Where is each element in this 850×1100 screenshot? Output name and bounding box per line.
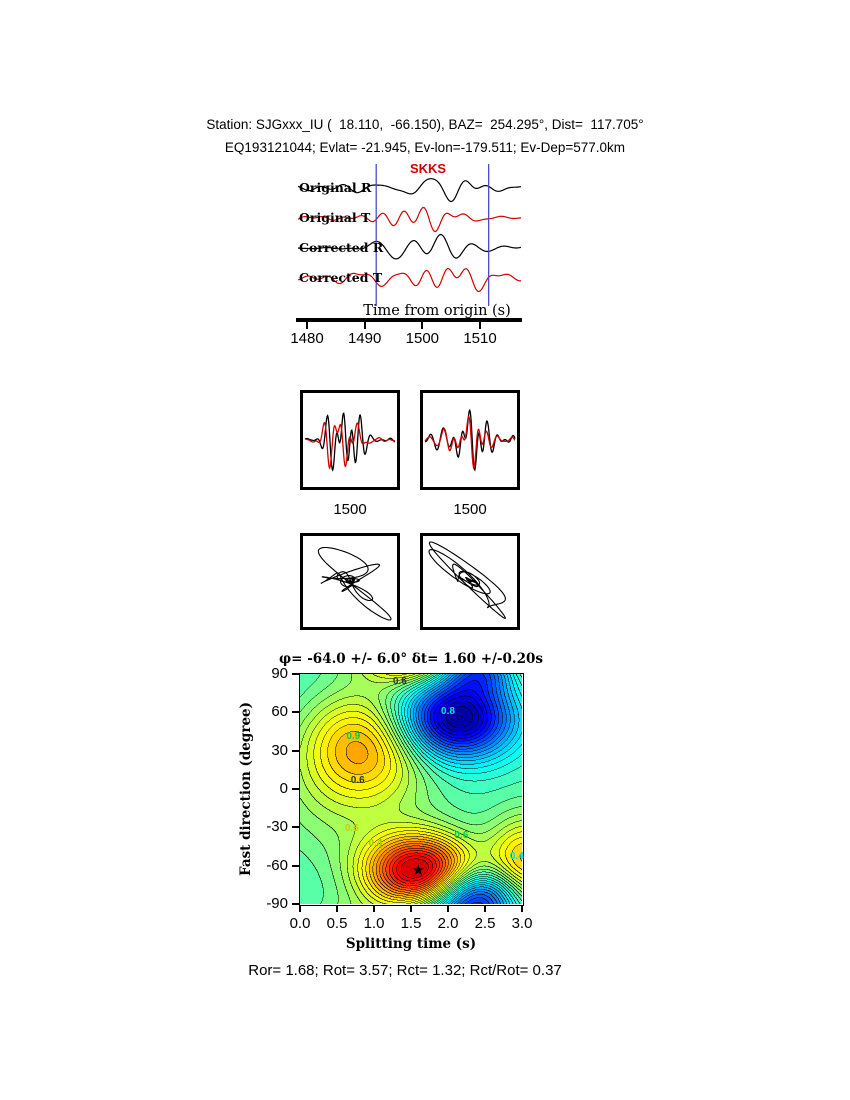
contour-level-label: 0.4 xyxy=(368,837,383,849)
particle-motion-svg-left xyxy=(317,546,392,621)
waveform-pair-svg-right xyxy=(424,408,516,472)
time-axis-tick xyxy=(421,322,424,329)
splitting-time-tick xyxy=(336,905,338,912)
fast-direction-tick xyxy=(292,826,300,829)
time-axis-tick xyxy=(363,322,366,329)
splitting-time-tick-label: 0.0 xyxy=(289,915,311,932)
fast-direction-tick-label: -60 xyxy=(266,856,288,874)
splitting-time-tick xyxy=(521,905,523,912)
time-axis-tick-label: 1490 xyxy=(347,330,382,347)
error-surface-title: φ= -64.0 +/- 6.0° δt= 1.60 +/-0.20s xyxy=(278,651,544,667)
splitting-time-tick-label: 0.5 xyxy=(326,915,348,932)
waveform-pair-box-right xyxy=(420,390,520,490)
contour-level-label: 0.6 xyxy=(392,675,407,687)
trace-label: Corrected R xyxy=(299,240,384,255)
fast-direction-tick xyxy=(292,673,300,675)
particle-motion-path xyxy=(317,546,392,621)
fast-direction-tick-label: 90 xyxy=(271,665,288,682)
contour-level-label: 0.2 xyxy=(405,881,420,893)
time-axis-tick-label: 1510 xyxy=(463,330,497,347)
panel-tick-label: 1500 xyxy=(333,501,367,518)
event-header: EQ193121044; Evlat= -21.945, Ev-lon=-179… xyxy=(224,140,626,155)
phase-label: SKKS xyxy=(409,161,447,176)
particle-motion-box-left xyxy=(300,533,400,630)
contour-level-label: 0.4 xyxy=(509,850,524,862)
fast-direction-tick-label: 30 xyxy=(271,741,288,759)
time-axis-tick xyxy=(479,322,481,329)
fast-direction-tick xyxy=(292,711,300,714)
splitting-time-tick xyxy=(373,905,375,912)
time-axis-line xyxy=(296,318,522,322)
splitting-time-tick-label: 1.0 xyxy=(363,915,385,932)
fast-direction-tick xyxy=(292,903,300,905)
contour-level-label: 0.6 xyxy=(454,830,469,842)
time-axis-tick-label: 1480 xyxy=(290,330,324,347)
splitting-time-axis-label: Splitting time (s) xyxy=(345,936,477,952)
waveform-pair-box-left xyxy=(300,390,400,490)
waveform-pair-svg-left xyxy=(304,412,396,472)
splitting-time-tick xyxy=(484,905,486,912)
splitting-time-tick-label: 3.0 xyxy=(511,915,533,932)
contour-level-label: 0.6 xyxy=(350,775,365,787)
fast-direction-tick xyxy=(292,864,300,867)
fast-direction-tick-label: -90 xyxy=(266,895,288,912)
trace-label: Corrected T xyxy=(299,270,383,285)
quality-stats: Ror= 1.68; Rot= 3.57; Rct= 1.32; Rct/Rot… xyxy=(248,962,562,979)
station-header: Station: SJGxxx_IU ( 18.110, -66.150), B… xyxy=(206,117,644,132)
fast-direction-tick-label: 0 xyxy=(279,780,288,797)
seismogram-trace xyxy=(297,206,521,233)
trace-label: Original T xyxy=(299,210,371,225)
splitting-time-tick-label: 2.5 xyxy=(474,915,496,932)
splitting-time-tick-label: 1.5 xyxy=(400,915,422,932)
particle-motion-path xyxy=(428,541,507,619)
splitting-time-tick-label: 2.0 xyxy=(437,915,459,932)
time-axis-tick xyxy=(306,322,308,329)
particle-motion-svg-right xyxy=(428,541,507,619)
best-fit-star: ★ xyxy=(411,861,426,879)
pair-trace-red xyxy=(424,414,516,470)
trace-label: Original R xyxy=(299,180,372,195)
pair-trace-red xyxy=(304,421,395,470)
seismogram-trace xyxy=(297,267,521,293)
fast-direction-tick-label: 60 xyxy=(271,703,288,721)
fast-direction-tick xyxy=(292,749,300,752)
error-surface-canvas xyxy=(300,674,522,904)
contour-level-label: 0.8 xyxy=(441,706,455,718)
panel-tick-label: 1500 xyxy=(453,501,487,518)
seismogram-trace xyxy=(297,178,522,203)
contour-level-label: 0.6 xyxy=(344,822,359,834)
time-axis-tick-label: 1500 xyxy=(405,330,440,347)
fast-direction-tick xyxy=(292,788,300,790)
contour-level-label: 0.9 xyxy=(346,730,361,742)
splitting-time-tick xyxy=(410,905,412,912)
seismogram-trace xyxy=(297,233,522,260)
time-axis-label: Time from origin (s) xyxy=(363,303,511,319)
particle-motion-box-right xyxy=(420,533,520,630)
splitting-time-tick xyxy=(299,905,301,912)
seismogram-traces-panel xyxy=(297,164,522,306)
splitting-time-tick xyxy=(447,905,449,912)
fast-direction-tick-label: -30 xyxy=(266,818,288,836)
